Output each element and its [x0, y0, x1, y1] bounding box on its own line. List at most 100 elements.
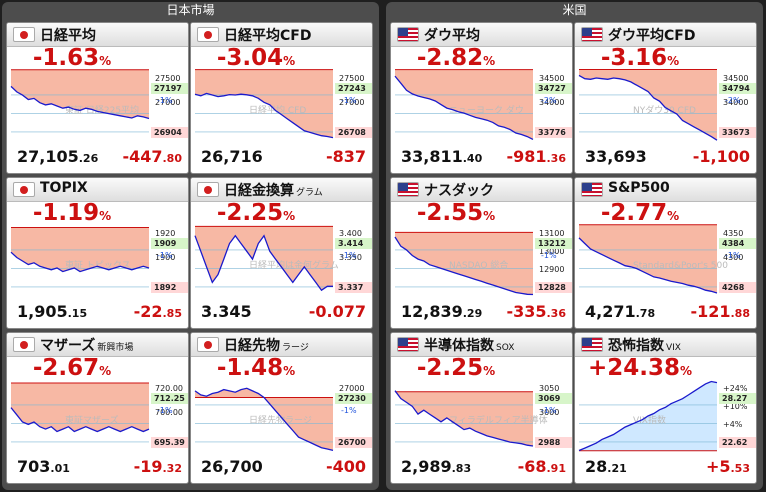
- price-chart: VIX指数 +24% +10% +4% 28.27 22.62: [578, 380, 756, 452]
- price-line: [194, 234, 333, 292]
- current-value: 27,105: [17, 147, 79, 166]
- us-flag-icon: [581, 182, 603, 197]
- loss-area: [579, 69, 717, 141]
- axis-tick-label: 1900: [155, 253, 175, 262]
- prev-close-box: [535, 437, 572, 448]
- loss-area: [11, 227, 149, 272]
- market-card[interactable]: S&P500 -2.77% Standard&Poor's 500 4350 4300-…: [574, 177, 757, 329]
- chart-watermark: Standard&Poor's 500: [633, 261, 728, 271]
- current-value-decimals: .40: [462, 152, 483, 165]
- percent-unit: %: [680, 364, 693, 378]
- loss-area: [195, 69, 333, 138]
- current-price-label: 712.25: [154, 394, 185, 403]
- market-card[interactable]: 日経平均 -1.63% 東証 日経225平均 27500 27000 -1% 27197 26…: [6, 22, 189, 174]
- price-change-wrap: -400: [326, 457, 366, 476]
- prev-close-label: 1892: [154, 283, 176, 292]
- market-card[interactable]: ダウ平均 -2.82% ニューヨーク ダウ 34500 34000 -2% 34727 337…: [390, 22, 573, 174]
- index-name-wrap: 恐怖指数 VIX: [608, 335, 681, 355]
- current-value-wrap: 3.345: [201, 302, 252, 321]
- current-value-wrap: 26,716: [201, 147, 263, 166]
- index-name: 日経平均CFD: [224, 28, 312, 44]
- percent-change: -2.82: [416, 45, 484, 71]
- us-flag-icon: [397, 27, 419, 42]
- current-value: 3.345: [201, 302, 252, 321]
- index-name: マザーズ: [40, 338, 96, 354]
- market-card[interactable]: マザーズ 新興市場 -2.67% 東証マザーズ 720.00 700.00 -1% 712.2…: [6, 332, 189, 484]
- current-value-wrap: 33,811.40: [401, 147, 482, 166]
- price-change-wrap: +5.53: [706, 457, 750, 476]
- current-value-wrap: 2,989.83: [401, 457, 471, 476]
- index-name: 日経金換算: [224, 183, 294, 199]
- percent-change: -2.25: [216, 200, 284, 226]
- index-name-wrap: 日経金換算 グラム: [224, 180, 323, 200]
- current-price-box: [335, 83, 372, 94]
- price-chart: NASDAQ 総合 13100 13000 12900 -1% 13212 12828: [394, 229, 572, 296]
- market-card[interactable]: TOPIX -1.19% 東証 トピックス 1920 1900 -1% 1909 1892 1,…: [6, 177, 189, 329]
- percent-gridline-label: -1%: [157, 251, 173, 260]
- index-name-wrap: S&P500: [608, 180, 672, 196]
- axis-tick-label: 3050: [539, 384, 559, 393]
- index-name-wrap: ダウ平均: [424, 25, 482, 45]
- percent-gridline-label: -1%: [157, 96, 173, 105]
- current-value: 4,271: [585, 302, 636, 321]
- price-line: [194, 387, 334, 452]
- japan-flag-icon: [197, 27, 219, 42]
- current-value-wrap: 12,839.29: [401, 302, 482, 321]
- current-price-box: [335, 393, 372, 404]
- price-change-wrap: -335.36: [506, 302, 566, 321]
- market-card[interactable]: ナスダック -2.55% NASDAQ 総合 13100 13000 12900 -1% 13…: [390, 177, 573, 329]
- card-header: 恐怖指数 VIX: [575, 333, 756, 357]
- price-chart: 日経平均 CFD 27500 27000-1% 27243 26708: [194, 69, 372, 139]
- loss-area: [395, 69, 533, 140]
- index-subname: SOX: [496, 343, 515, 353]
- current-value-decimals: .83: [451, 462, 472, 475]
- percent-unit: %: [667, 54, 680, 68]
- price-change: -837: [325, 147, 366, 166]
- axis-tick-label: 4300: [723, 253, 743, 262]
- axis-tick-label: 34000: [539, 98, 564, 107]
- card-header: 日経平均: [7, 23, 188, 47]
- market-card[interactable]: ダウ平均CFD -3.16% NYダウ30 CFD 34500 34000 -2% 3479…: [574, 22, 757, 174]
- price-change-wrap: -68.91: [518, 457, 566, 476]
- prev-close-box: [719, 127, 756, 138]
- price-change: -0.077: [308, 302, 366, 321]
- axis-tick-label: 13000: [539, 247, 564, 256]
- percent-unit: %: [667, 209, 680, 223]
- index-name-wrap: ナスダック: [424, 180, 496, 200]
- price-change-decimals: .53: [730, 462, 751, 475]
- percent-change: -2.67: [32, 355, 100, 381]
- price-change-decimals: .32: [162, 462, 183, 475]
- market-card[interactable]: 日経先物 ラージ -1.48% 日経先物ラージ 27000 -1% 27230 26700 26…: [190, 332, 373, 484]
- prev-close-label: 26904: [154, 128, 182, 137]
- loss-area: [395, 390, 533, 446]
- us-flag-icon: [397, 337, 419, 352]
- current-value-wrap: 703.01: [17, 457, 70, 476]
- axis-tick-label: 700.00: [155, 408, 183, 417]
- percent-change-wrap: -2.25%: [191, 200, 321, 226]
- market-card[interactable]: 半導体指数 SOX -2.25% フィラデルフィア半導体 3050 3000 -1% 3069…: [390, 332, 573, 484]
- percent-change-wrap: -2.77%: [575, 200, 705, 226]
- market-card[interactable]: 日経金換算 グラム -2.25% 日経平均は金何グラム 3.400 3.350 -1% 3.4…: [190, 177, 373, 329]
- percent-unit: %: [483, 364, 496, 378]
- loss-area: [195, 388, 333, 451]
- price-change-wrap: -0.077: [309, 302, 366, 321]
- current-value-decimals: .26: [78, 152, 99, 165]
- percent-change: -2.25: [416, 355, 484, 381]
- price-change: -400: [325, 457, 366, 476]
- prev-close-box: [535, 282, 572, 293]
- current-price-box: [535, 83, 572, 94]
- percent-unit: %: [283, 209, 296, 223]
- prev-close-box: [535, 127, 572, 138]
- price-chart: Standard&Poor's 500 4350 4300-1% 4384 4268: [578, 224, 756, 294]
- index-subname: ラージ: [282, 343, 309, 353]
- index-name-wrap: 半導体指数 SOX: [424, 335, 514, 355]
- card-header: 日経先物 ラージ: [191, 333, 372, 357]
- prev-close-label: 4268: [722, 283, 745, 292]
- market-card[interactable]: 日経平均CFD -3.04% 日経平均 CFD 27500 27000 -1% 27243 2…: [190, 22, 373, 174]
- price-change-wrap: -19.32: [134, 457, 182, 476]
- price-change-decimals: .91: [546, 462, 567, 475]
- current-price-label: 3.414: [338, 239, 364, 248]
- japan-region-title: 日本市場: [166, 3, 215, 17]
- market-card[interactable]: 恐怖指数 VIX +24.38% VIX指数 +24% +10% +4% 28.27 22.62…: [574, 332, 757, 484]
- price-change: -981: [506, 147, 547, 166]
